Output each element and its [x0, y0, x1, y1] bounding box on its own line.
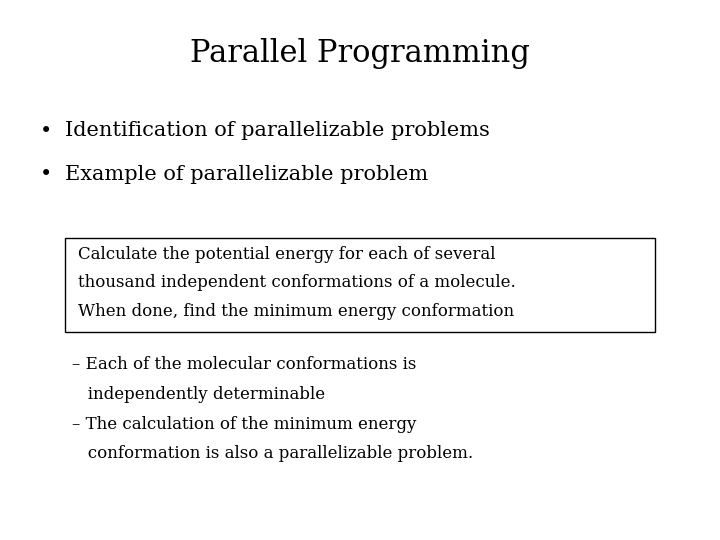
Text: conformation is also a parallelizable problem.: conformation is also a parallelizable pr… [72, 446, 473, 462]
Text: Calculate the potential energy for each of several: Calculate the potential energy for each … [78, 246, 495, 262]
Text: – The calculation of the minimum energy: – The calculation of the minimum energy [72, 416, 416, 433]
Text: independently determinable: independently determinable [72, 386, 325, 403]
Text: Parallel Programming: Parallel Programming [190, 38, 530, 69]
FancyBboxPatch shape [65, 238, 655, 332]
Text: – Each of the molecular conformations is: – Each of the molecular conformations is [72, 356, 416, 373]
Text: Example of parallelizable problem: Example of parallelizable problem [65, 165, 428, 184]
Text: When done, find the minimum energy conformation: When done, find the minimum energy confo… [78, 303, 514, 320]
Text: •: • [40, 122, 52, 140]
Text: •: • [40, 165, 52, 184]
Text: thousand independent conformations of a molecule.: thousand independent conformations of a … [78, 274, 516, 291]
Text: Identification of parallelizable problems: Identification of parallelizable problem… [65, 122, 490, 140]
